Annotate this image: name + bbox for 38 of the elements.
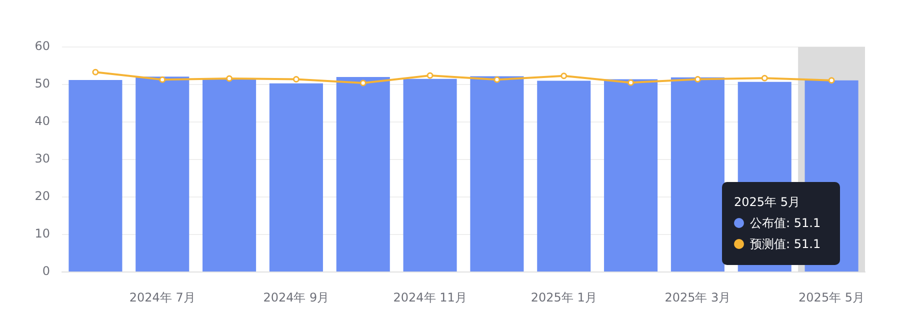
bar — [604, 79, 658, 272]
point — [426, 72, 434, 79]
bar — [202, 78, 256, 272]
point — [159, 76, 166, 83]
point — [226, 75, 233, 82]
y-tick-label: 60 — [34, 39, 50, 54]
y-tick-label: 20 — [34, 189, 50, 204]
bar — [403, 78, 457, 272]
annotation: 公布值: 51.1 — [750, 216, 821, 230]
bar — [269, 83, 323, 272]
point — [360, 80, 366, 86]
bar — [68, 80, 122, 272]
bar — [336, 77, 390, 272]
point — [494, 76, 500, 83]
y-tick-label: 50 — [34, 76, 50, 91]
x-tick-label: 2024年 7月 — [129, 290, 196, 304]
y-tick-label: 40 — [34, 114, 50, 128]
point — [92, 68, 99, 76]
point — [560, 72, 568, 80]
annotation: 预测值: 51.1 — [750, 237, 821, 251]
bar — [136, 76, 190, 272]
bar — [670, 77, 724, 272]
point — [628, 79, 634, 86]
bar — [470, 76, 524, 272]
point — [292, 76, 300, 82]
point — [828, 77, 835, 84]
bar — [537, 80, 591, 272]
y-tick-label: 10 — [34, 226, 50, 241]
text: 2025年 5月 — [734, 195, 800, 209]
x-tick-label: 2024年 9月 — [263, 290, 330, 304]
y-tick-label: 30 — [34, 152, 50, 166]
x-tick-label: 2024年 11月 — [393, 290, 467, 304]
point — [694, 76, 701, 82]
y-tick-label: 0 — [42, 264, 50, 278]
x-tick-label: 2025年 3月 — [664, 290, 731, 304]
point — [761, 74, 768, 82]
x-tick-label: 2025年 1月 — [530, 290, 597, 304]
x-tick-label: 2025年 5月 — [798, 290, 865, 304]
